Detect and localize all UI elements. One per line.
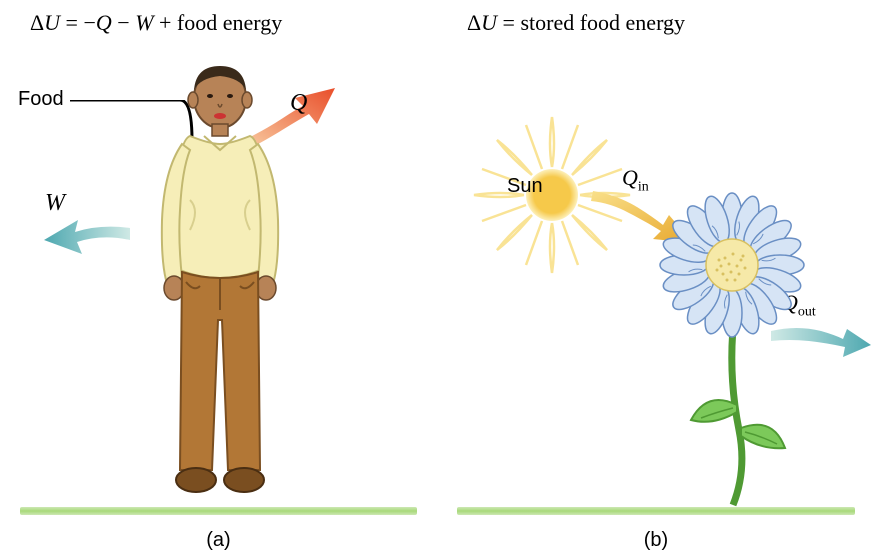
ground-a [20,507,417,515]
delta-symbol-b: Δ [467,10,481,35]
ground-b [457,507,855,515]
flower-figure [647,190,817,510]
equation-b: ΔU = stored food energy [467,10,685,36]
caption-a: (a) [206,529,230,552]
person-figure [130,60,310,505]
q-var: Q [96,10,112,35]
panel-a: ΔU = −Q − W + food energy Food W Q [0,0,437,560]
panel-b: ΔU = stored food energy [437,0,875,560]
u-var-b: U [481,10,497,35]
plus-part: + food energy [154,10,283,35]
sun-label: Sun [507,175,543,198]
eq-part: = − [60,10,96,35]
w-var: W [135,10,153,35]
qin-var: Q [622,165,638,190]
caption-b: (b) [644,529,668,552]
equation-a: ΔU = −Q − W + food energy [30,10,282,36]
minus-part: − [112,10,135,35]
rhs-b: = stored food energy [497,10,685,35]
delta-symbol: Δ [30,10,44,35]
w-label: W [45,190,65,217]
u-var: U [44,10,60,35]
food-label: Food [18,88,64,111]
qin-label: Qin [622,165,649,195]
w-arrow [40,210,140,265]
